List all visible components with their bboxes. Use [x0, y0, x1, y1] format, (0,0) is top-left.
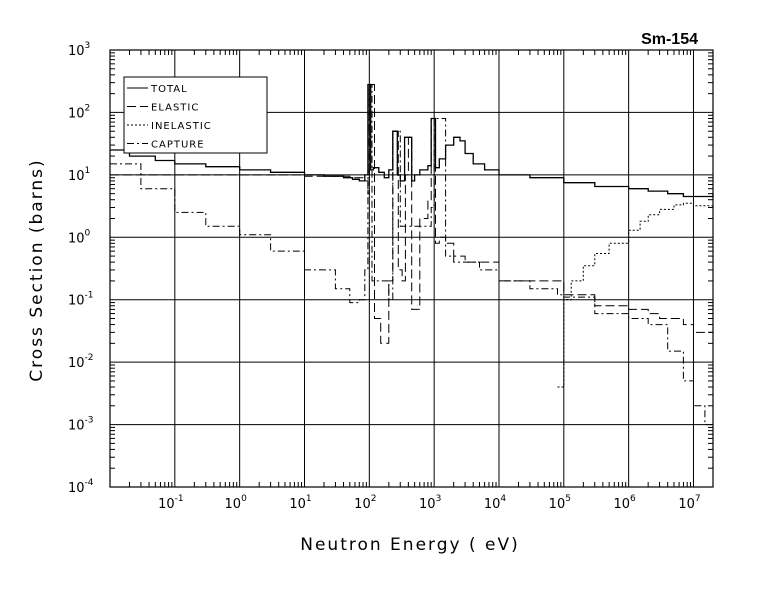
plot-frame [109, 49, 714, 488]
x-tick-label: 100 [225, 494, 248, 512]
chart-title: Sm-154 [641, 31, 698, 48]
data-series [110, 83, 714, 426]
x-tick-label: 101 [289, 494, 311, 512]
y-tick-label: 10-1 [68, 291, 94, 309]
legend-label: INELASTIC [151, 121, 212, 132]
y-axis-label: Cross Section (barns) [27, 158, 47, 381]
y-tick-label: 10-3 [68, 416, 94, 434]
legend-label: ELASTIC [151, 103, 199, 114]
y-tick-label: 102 [68, 103, 90, 121]
legend-label: TOTAL [150, 84, 188, 95]
x-tick-label: 10-1 [158, 494, 184, 512]
y-tick-label: 10-2 [68, 353, 94, 371]
x-tick-label: 104 [484, 494, 507, 512]
y-tick-label: 103 [68, 41, 90, 59]
legend-label: CAPTURE [151, 140, 205, 151]
x-axis-label: Neutron Energy ( eV) [300, 535, 520, 555]
y-tick-label: 101 [68, 166, 90, 184]
series-line-inelastic [557, 202, 714, 388]
legend-box [123, 76, 268, 154]
series-line-capture [110, 84, 714, 426]
x-tick-label: 103 [419, 494, 441, 512]
y-tick-label: 100 [68, 228, 91, 246]
series-line-elastic [110, 84, 713, 344]
x-tick-label: 107 [678, 494, 700, 512]
y-tick-label: 10-4 [68, 478, 94, 496]
x-tick-label: 105 [549, 494, 571, 512]
x-tick-label: 106 [614, 494, 637, 512]
axis-ticks: 10-1 100 101 102 103 104 105 106 107 10-4 10-3 10-2… [68, 41, 713, 512]
x-tick-label: 102 [354, 494, 376, 512]
legend: TOTAL ELASTIC INELASTIC CAPTURE [123, 76, 268, 154]
